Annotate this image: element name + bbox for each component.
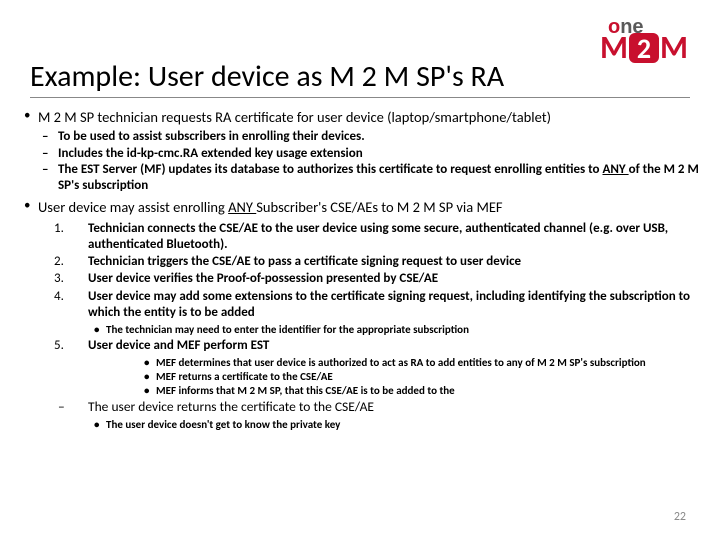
- bullet-1-dash-3: The EST Server (MF) updates its database…: [38, 162, 700, 195]
- bullet-1-dash-2: Includes the id-kp-cmc.RA extended key u…: [38, 146, 700, 162]
- num-5-sub-1: MEF determines that user device is autho…: [138, 356, 700, 370]
- num-5-sub-3: MEF informs that M 2 M SP, that this CSE…: [138, 384, 700, 398]
- bullet-1-head: M 2 M SP technician requests RA certific…: [38, 108, 551, 126]
- b2hb: Subscriber's CSE/AEs to M 2 M SP via MEF: [256, 198, 502, 216]
- slide-title: Example: User device as M 2 M SP's RA: [30, 58, 690, 98]
- bullet-1-dash-1: To be used to assist subscribers in enro…: [38, 129, 700, 145]
- b2hu: ANY: [228, 198, 256, 216]
- bullet-2: User device may assist enrolling ANY Sub…: [20, 198, 700, 432]
- num-1: Technician connects the CSE/AE to the us…: [38, 221, 700, 254]
- b1d3u: ANY: [602, 162, 628, 177]
- num-5-sub-2: MEF returns a certificate to the CSE/AE: [138, 370, 700, 384]
- slide-content: M 2 M SP technician requests RA certific…: [20, 108, 700, 436]
- n5txt: User device and MEF perform EST: [88, 338, 269, 353]
- b2ha: User device may assist enrolling: [38, 198, 228, 216]
- num-4-sub: The technician may need to enter the ide…: [88, 323, 700, 337]
- bullet-2-head: User device may assist enrolling ANY Sub…: [38, 198, 503, 216]
- bullet-1: M 2 M SP technician requests RA certific…: [20, 108, 700, 194]
- num-5: User device and MEF perform EST MEF dete…: [38, 338, 700, 398]
- b1d3a: The EST Server (MF) updates its database…: [58, 162, 602, 177]
- num-3: User device verifies the Proof-of-posses…: [38, 271, 700, 287]
- num-4: User device may add some extensions to t…: [38, 289, 700, 337]
- page-number: 22: [674, 510, 686, 524]
- final-sub: The user device doesn't get to know the …: [88, 418, 700, 432]
- final-dash: The user device returns the certificate …: [38, 399, 700, 432]
- n4txt: User device may add some extensions to t…: [88, 289, 690, 320]
- num-2: Technician triggers the CSE/AE to pass a…: [38, 254, 700, 270]
- finaltxt: The user device returns the certificate …: [88, 398, 374, 415]
